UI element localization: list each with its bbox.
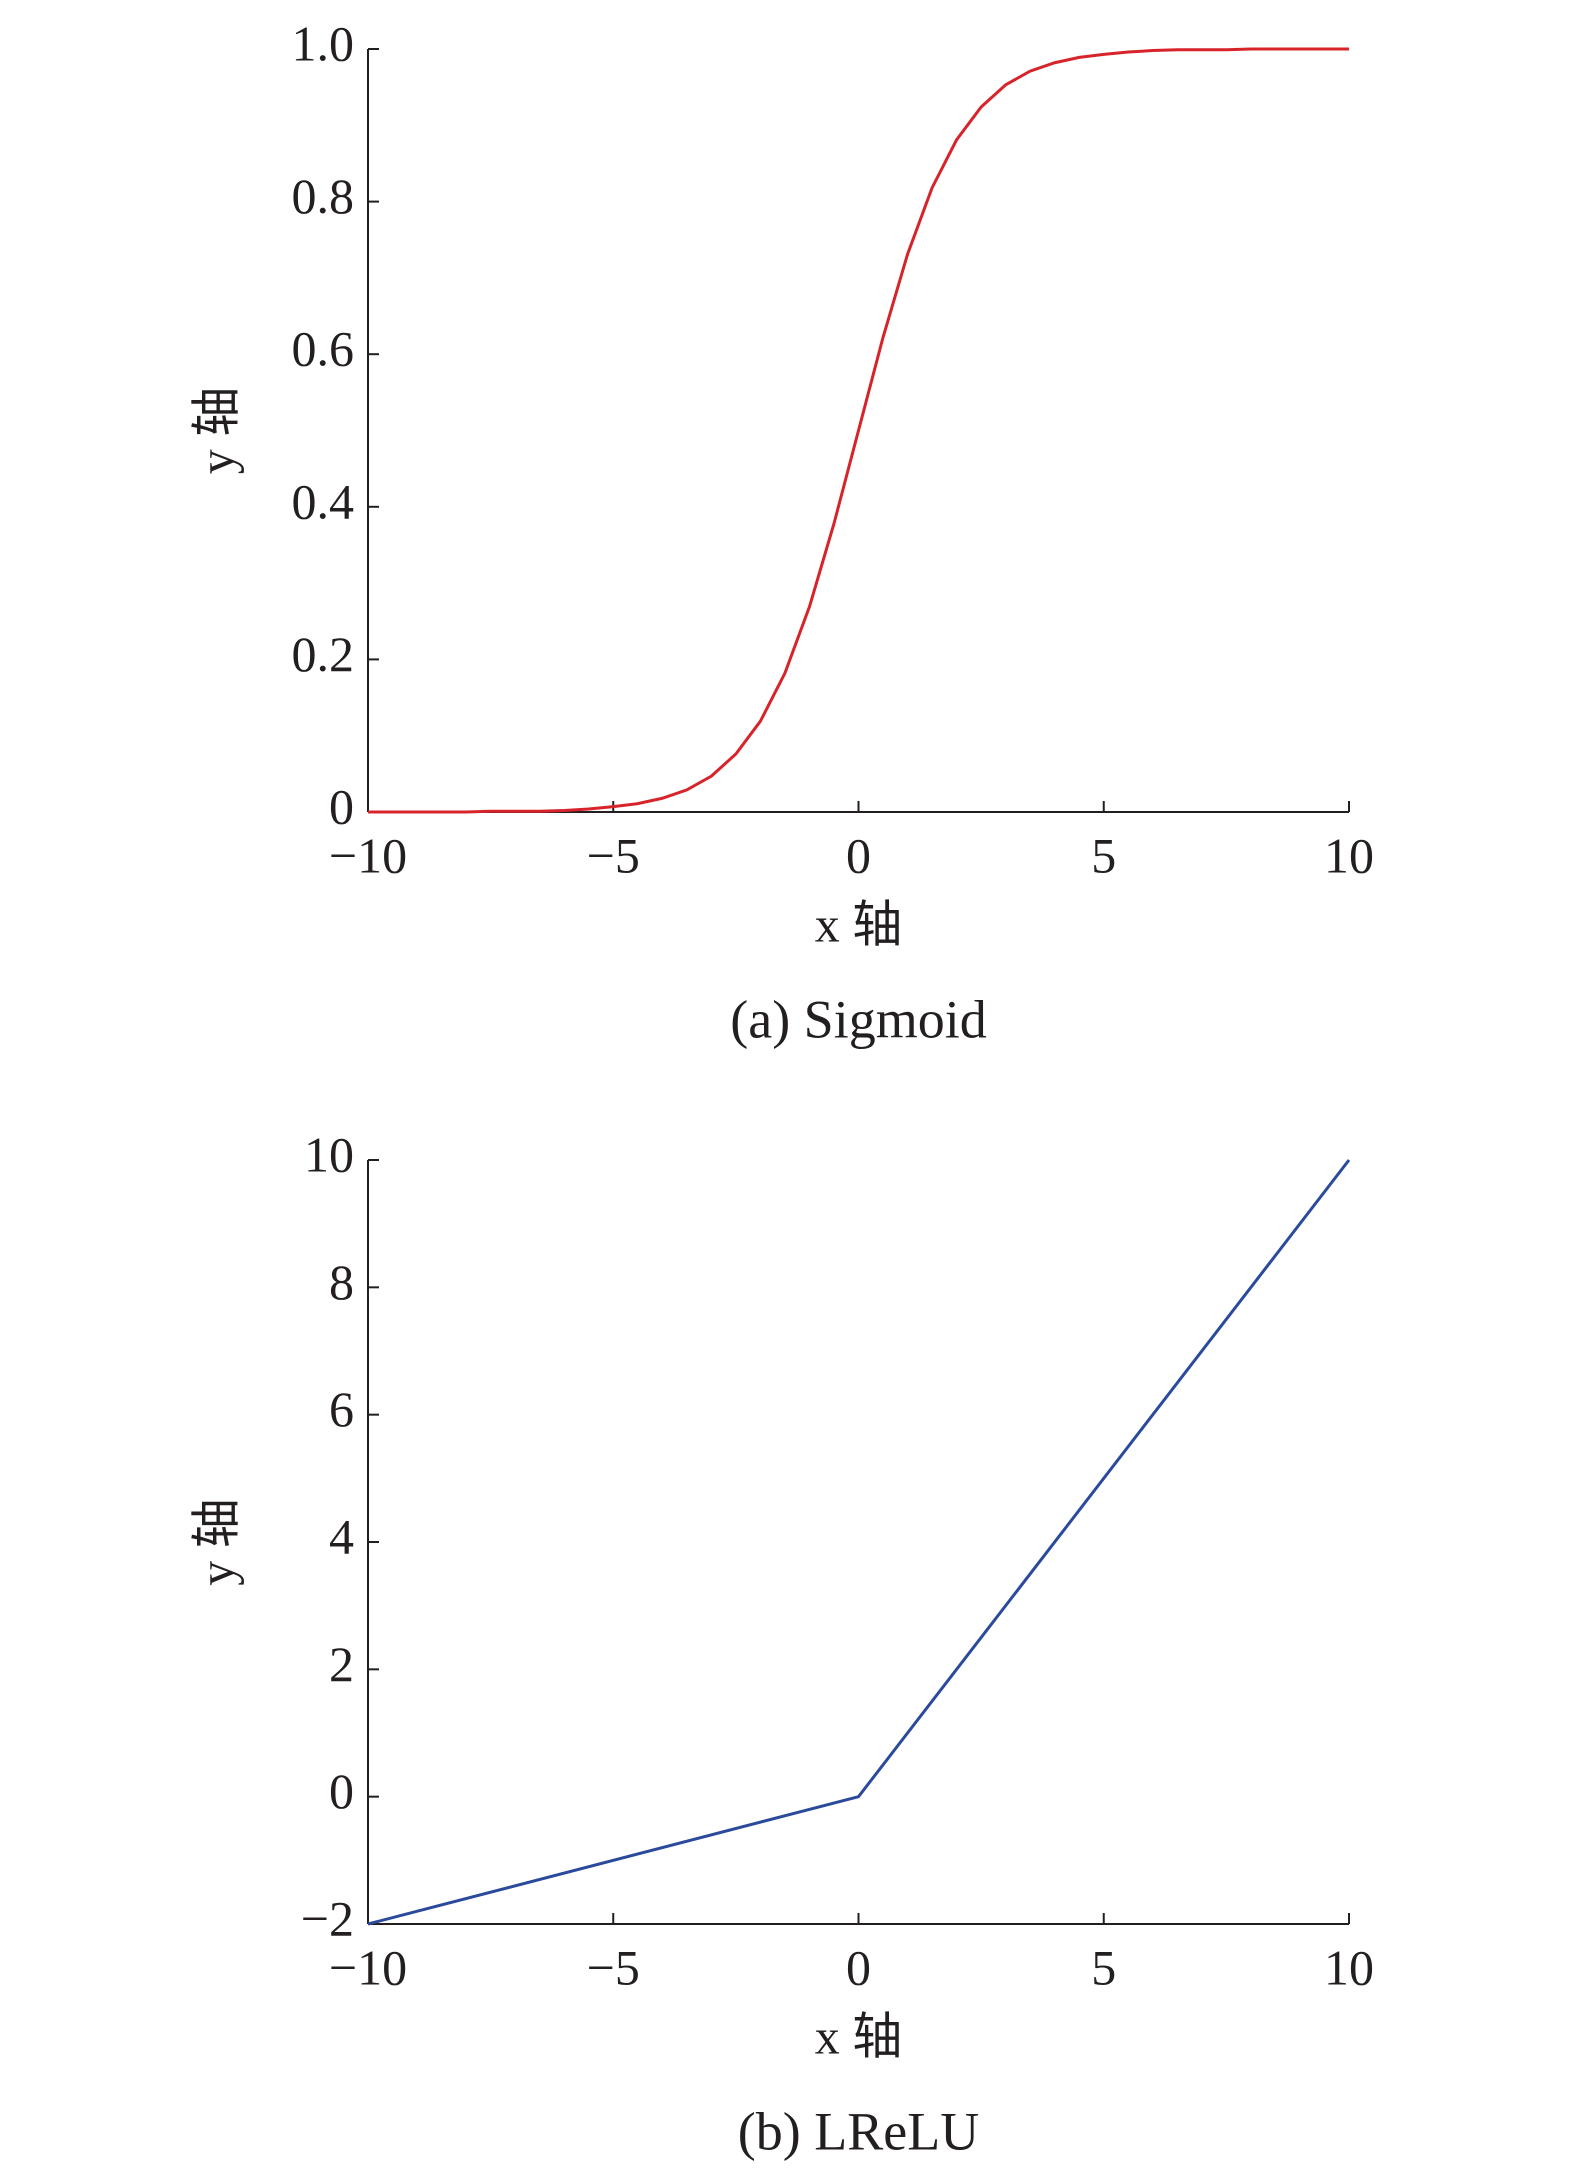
line [368, 47, 1349, 814]
x-tick-label: −5 [587, 827, 640, 883]
y-tick-label: 2 [329, 1636, 354, 1692]
y-tick-label: 0 [329, 778, 354, 834]
y-tick-label: 0.8 [292, 168, 355, 224]
x-axis-label: x 轴 [815, 896, 903, 952]
y-tick-label: −2 [301, 1890, 354, 1946]
x-tick-label: 0 [846, 827, 871, 883]
x-tick-label: −10 [329, 827, 407, 883]
x-tick-label: 0 [846, 1939, 871, 1995]
y-tick-label: 0.2 [292, 626, 355, 682]
y-tick-label: 4 [329, 1508, 354, 1564]
y-tick-label: 0 [329, 1763, 354, 1819]
x-tick-label: 10 [1324, 827, 1374, 883]
y-tick-label: 0.6 [292, 321, 355, 377]
y-axis-label: y 轴 [188, 387, 244, 475]
y-tick-label: 10 [304, 1126, 354, 1182]
x-tick-label: −10 [329, 1939, 407, 1995]
line [367, 1159, 1351, 1926]
caption: (b) LReLU [738, 2101, 979, 2161]
x-tick-label: 10 [1324, 1939, 1374, 1995]
y-axis-label: y 轴 [188, 1498, 244, 1586]
x-tick-label: 5 [1091, 827, 1116, 883]
y-tick-label: 1.0 [292, 15, 355, 71]
y-tick-label: 8 [329, 1254, 354, 1310]
y-tick-label: 6 [329, 1381, 354, 1437]
caption: (a) Sigmoid [730, 989, 986, 1049]
x-tick-label: −5 [587, 1939, 640, 1995]
x-axis-label: x 轴 [815, 2008, 903, 2064]
x-tick-label: 5 [1091, 1939, 1116, 1995]
y-tick-label: 0.4 [292, 473, 355, 529]
